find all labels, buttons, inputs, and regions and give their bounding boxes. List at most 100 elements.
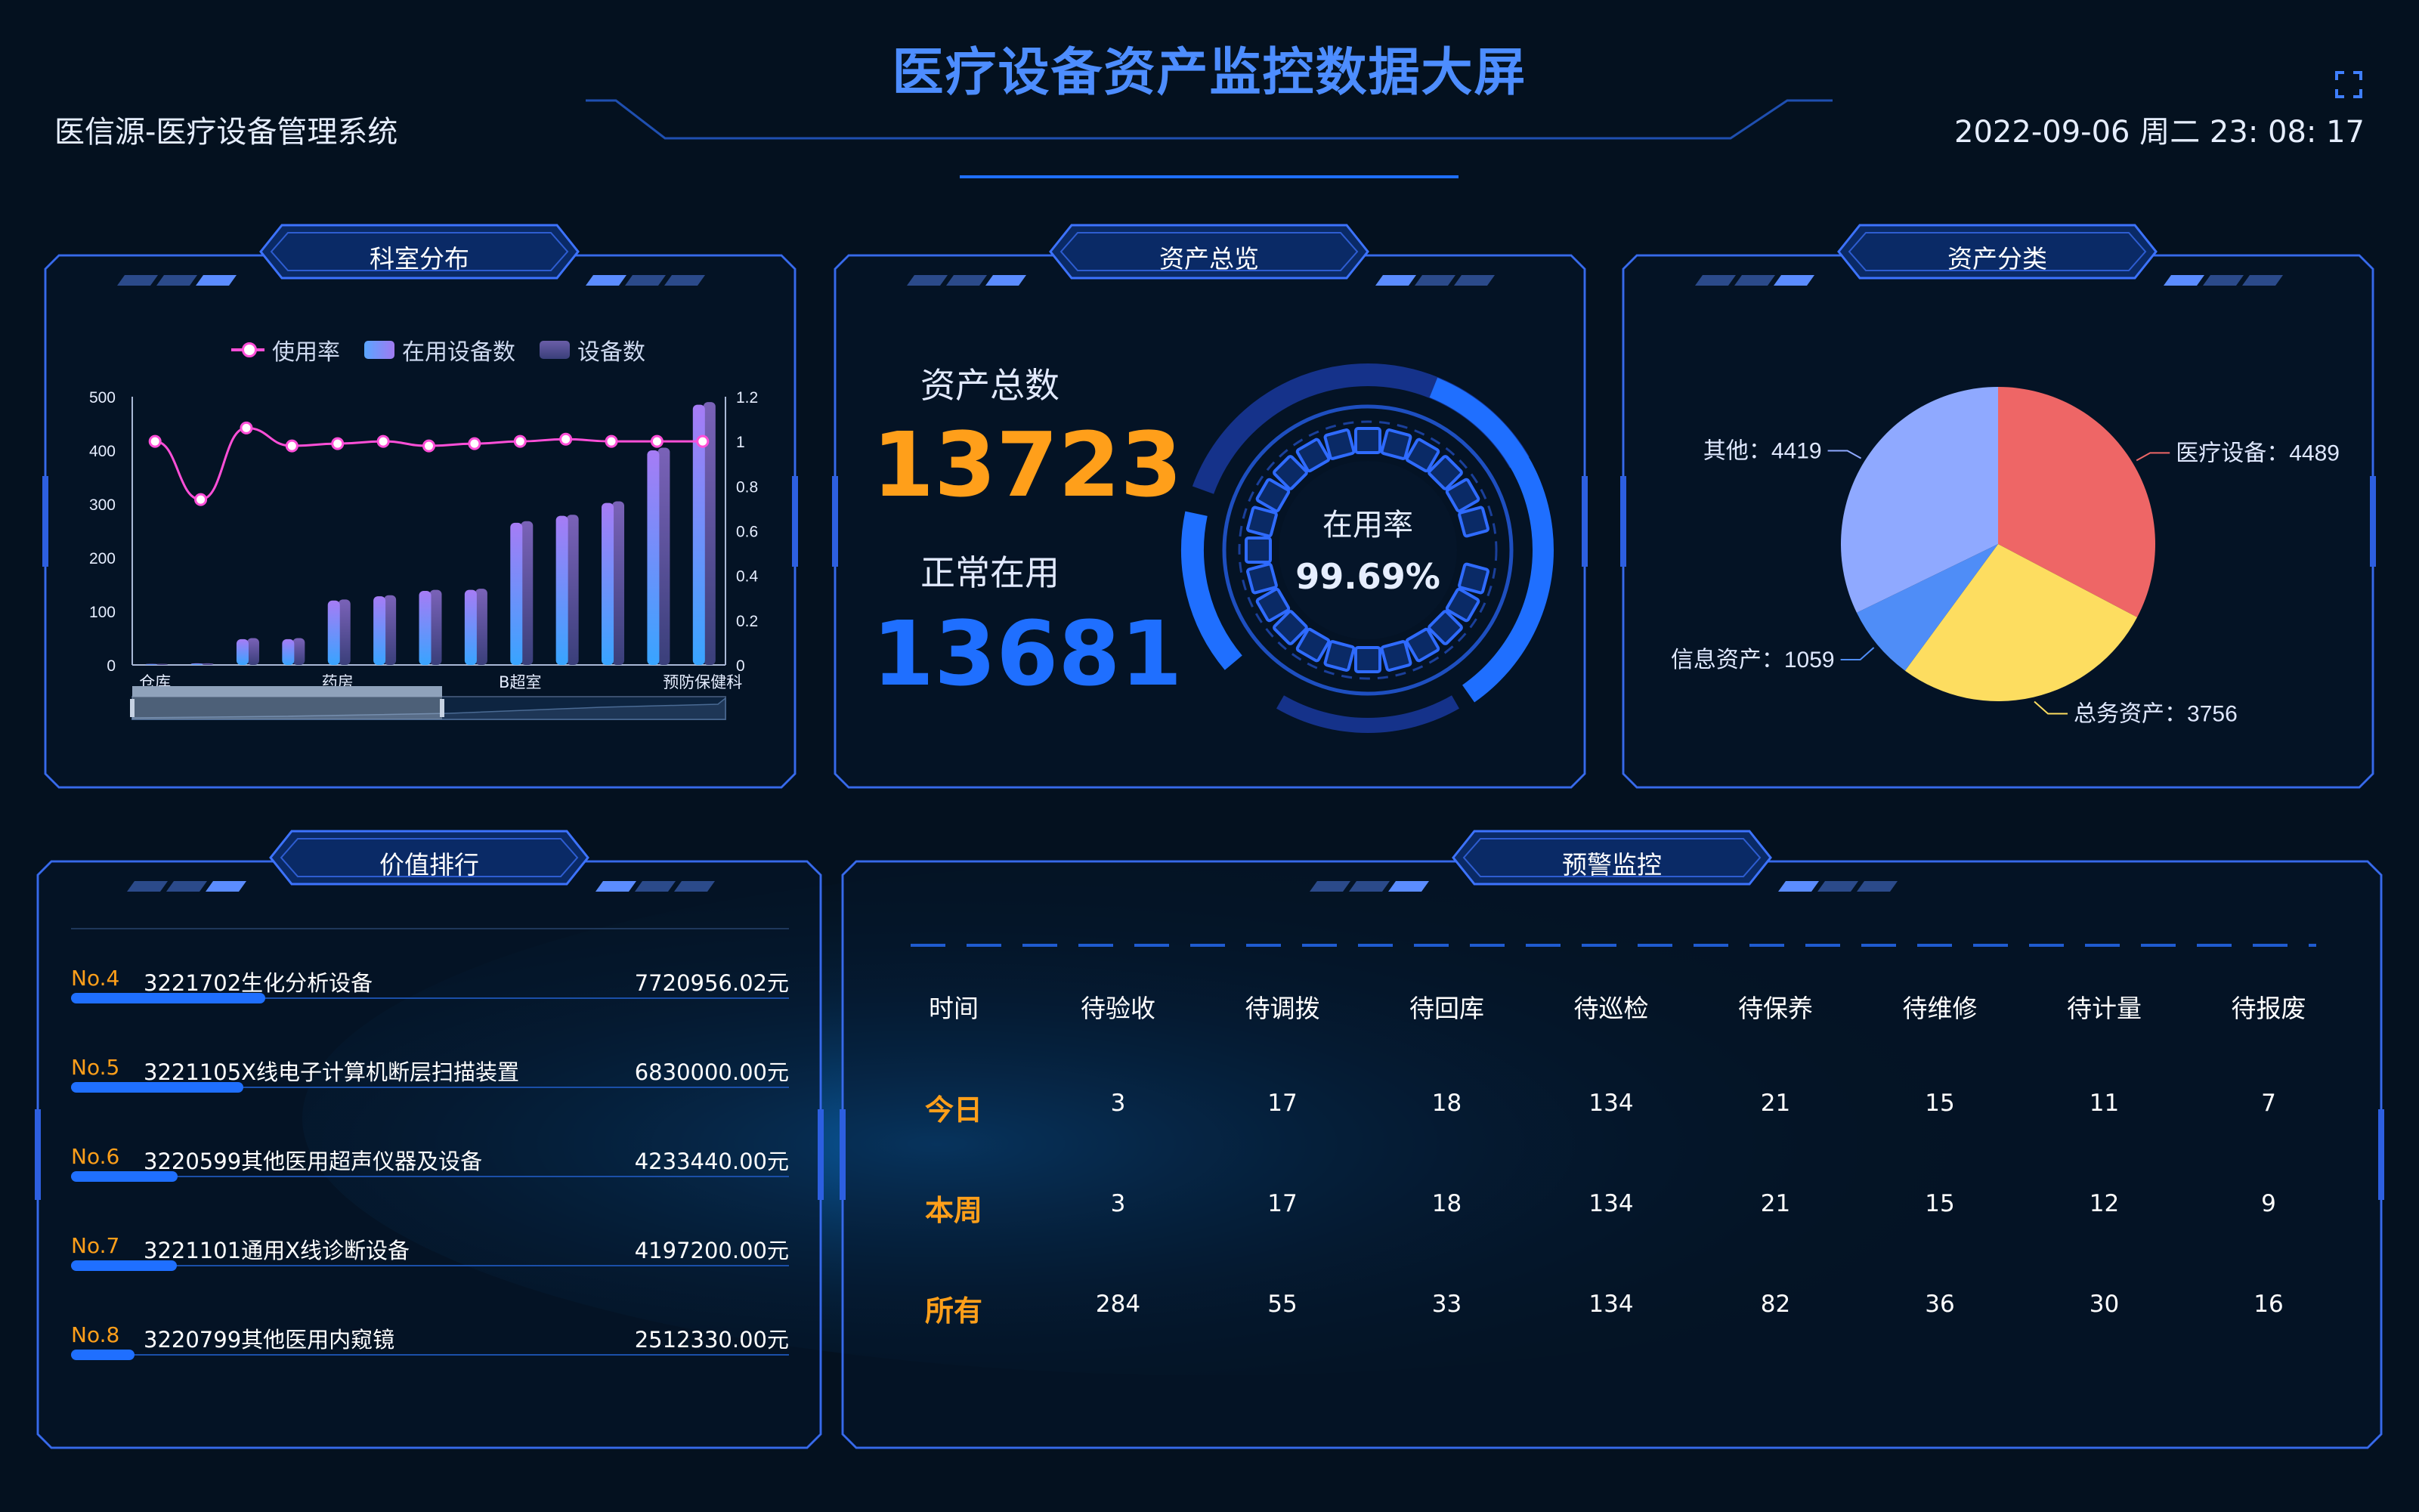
table-cell[interactable]: 82: [1760, 1291, 1791, 1318]
usage-rate-point[interactable]: [513, 434, 527, 448]
ranking-item-value: 6830000.00元: [634, 1059, 789, 1085]
ranking-row[interactable]: No.5 3221105X线电子计算机断层扫描装置 6830000.00元: [71, 1055, 789, 1100]
usage-rate-point[interactable]: [194, 493, 208, 506]
bar-in-use[interactable]: [555, 515, 568, 665]
table-cell[interactable]: 134: [1588, 1291, 1634, 1318]
bar-in-use[interactable]: [647, 450, 660, 665]
table-cell[interactable]: 30: [2089, 1291, 2120, 1318]
table-cell[interactable]: 7: [2261, 1090, 2276, 1117]
bar-device-count[interactable]: [384, 595, 397, 665]
bar-device-count[interactable]: [521, 521, 534, 665]
warning-divider: [911, 944, 2316, 947]
zoom-slider-left-handle[interactable]: [130, 699, 135, 717]
asset-category-pie-chart: 医疗设备：4489 总务资产：3756 信息资产：1059 其他：4419: [1671, 387, 2340, 727]
table-cell[interactable]: 134: [1588, 1090, 1634, 1117]
usage-rate-point[interactable]: [240, 421, 253, 434]
table-cell[interactable]: 33: [1431, 1291, 1462, 1318]
bar-device-count[interactable]: [703, 402, 716, 665]
table-cell[interactable]: 284: [1095, 1291, 1141, 1318]
table-cell[interactable]: 16: [2254, 1291, 2284, 1318]
table-cell[interactable]: 134: [1588, 1190, 1634, 1217]
total-assets-label: 资产总数: [920, 365, 1059, 406]
table-header-cell: 待计量: [2067, 994, 2142, 1023]
bar-in-use[interactable]: [236, 639, 249, 665]
bar-in-use[interactable]: [282, 639, 295, 665]
bar-in-use[interactable]: [602, 502, 614, 665]
bar-device-count[interactable]: [612, 501, 625, 665]
gauge-segment: [1323, 428, 1356, 460]
table-cell[interactable]: 21: [1760, 1190, 1791, 1217]
ranking-row[interactable]: No.4 3221702生化分析设备 7720956.02元: [71, 966, 789, 1011]
bar-device-count[interactable]: [201, 663, 214, 665]
bar-in-use[interactable]: [190, 663, 203, 665]
table-cell[interactable]: 11: [2089, 1090, 2120, 1117]
table-cell[interactable]: 15: [1925, 1090, 1955, 1117]
bar-in-use[interactable]: [464, 589, 477, 665]
bar-in-use[interactable]: [510, 522, 523, 665]
bar-device-count[interactable]: [338, 599, 351, 665]
legend-in-use[interactable]: 在用设备数: [364, 333, 521, 366]
table-cell[interactable]: 3: [1110, 1190, 1126, 1217]
y-right-tick-label: 0.6: [736, 524, 758, 541]
zoom-slider-window[interactable]: [132, 697, 442, 719]
bar-in-use[interactable]: [327, 600, 340, 665]
table-cell[interactable]: 18: [1431, 1190, 1462, 1217]
table-cell[interactable]: 3: [1110, 1090, 1126, 1117]
usage-rate-line: [154, 426, 703, 501]
ranking-item-name: 3221105X线电子计算机断层扫描装置: [144, 1059, 520, 1085]
table-cell[interactable]: 15: [1925, 1190, 1955, 1217]
pie-slice[interactable]: [1856, 544, 1998, 671]
table-cell[interactable]: 21: [1760, 1090, 1791, 1117]
table-row-label: 本周: [924, 1194, 982, 1227]
gauge-segment: [1428, 610, 1463, 645]
table-cell[interactable]: 55: [1267, 1291, 1298, 1318]
pie-slice[interactable]: [1904, 544, 2138, 701]
zoom-slider-handle-bar[interactable]: [132, 686, 442, 697]
usage-rate-point[interactable]: [376, 434, 390, 448]
y-right-tick-label: 0: [736, 657, 745, 675]
bar-device-count[interactable]: [156, 663, 169, 665]
table-cell[interactable]: 17: [1267, 1190, 1298, 1217]
pie-slice[interactable]: [1998, 387, 2155, 617]
usage-rate-point[interactable]: [650, 434, 664, 448]
bar-in-use[interactable]: [692, 404, 705, 665]
pie-label-line: [1840, 647, 1875, 661]
table-cell[interactable]: 12: [2089, 1190, 2120, 1217]
expand-icon[interactable]: [2334, 70, 2364, 100]
usage-rate-point[interactable]: [696, 434, 710, 448]
bar-device-count[interactable]: [657, 447, 670, 665]
bar-device-count[interactable]: [292, 638, 305, 666]
usage-rate-point[interactable]: [148, 434, 162, 448]
y-right-tick-label: 0.4: [736, 568, 759, 586]
pie-slice[interactable]: [1841, 387, 1998, 613]
legend-device-count[interactable]: 设备数: [540, 333, 651, 366]
pie-slice-label: 其他：4419: [1703, 438, 1822, 463]
bar-device-count[interactable]: [429, 589, 442, 665]
usage-rate-point[interactable]: [559, 432, 573, 446]
usage-rate-point[interactable]: [331, 437, 345, 450]
table-cell[interactable]: 17: [1267, 1090, 1298, 1117]
table-cell[interactable]: 9: [2261, 1190, 2276, 1217]
gauge-segment: [1295, 627, 1331, 663]
table-cell[interactable]: 18: [1431, 1090, 1462, 1117]
ranking-row[interactable]: No.6 3220599其他医用超声仪器及设备 4233440.00元: [71, 1144, 789, 1189]
dept-panel-title: 科室分布: [370, 244, 469, 274]
usage-rate-point[interactable]: [285, 439, 299, 453]
system-name: 医信源-医疗设备管理系统: [54, 115, 398, 150]
bar-in-use[interactable]: [145, 663, 158, 665]
usage-rate-point[interactable]: [422, 439, 435, 453]
legend-swatch: [540, 341, 570, 359]
bar-device-count[interactable]: [566, 515, 579, 665]
bar-device-count[interactable]: [475, 589, 487, 665]
table-cell[interactable]: 36: [1925, 1291, 1955, 1318]
bar-device-count[interactable]: [246, 638, 259, 666]
bar-in-use[interactable]: [373, 596, 386, 665]
usage-rate-point[interactable]: [468, 437, 481, 450]
bar-in-use[interactable]: [419, 591, 432, 665]
gauge-segment: [1295, 438, 1331, 473]
legend-usage-rate[interactable]: 使用率: [231, 333, 346, 366]
ranking-row[interactable]: No.8 3220799其他医用内窥镜 2512330.00元: [71, 1322, 789, 1368]
zoom-slider-right-handle[interactable]: [440, 699, 444, 717]
usage-rate-point[interactable]: [605, 434, 618, 448]
ranking-row[interactable]: No.7 3221101通用X线诊断设备 4197200.00元: [71, 1233, 789, 1279]
